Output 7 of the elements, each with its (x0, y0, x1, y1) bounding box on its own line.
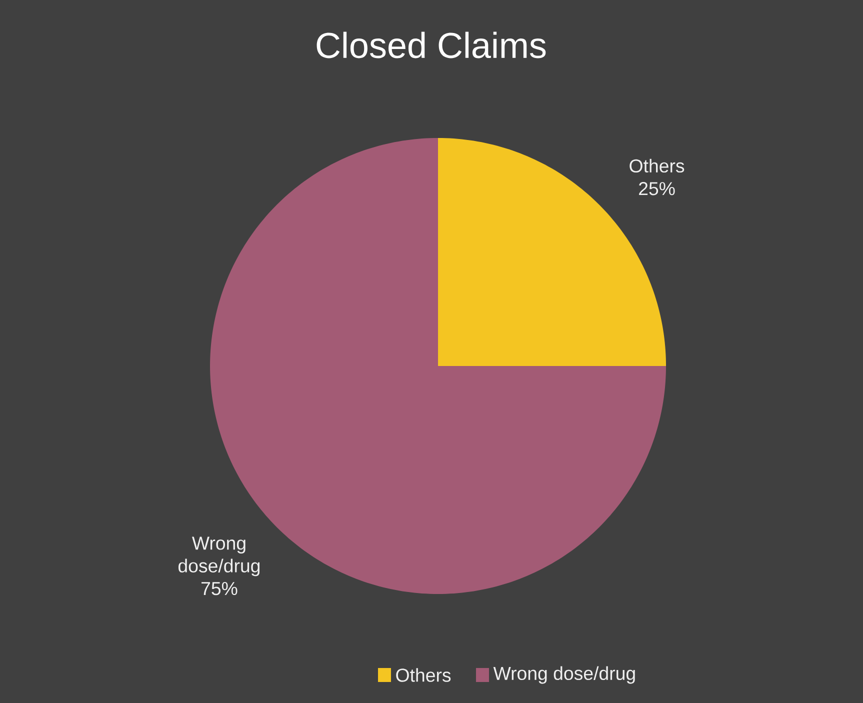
data-label: 75% (202, 582, 238, 596)
legend-label: Wrong dose/drug (493, 666, 635, 684)
legend-label: Others (396, 668, 451, 682)
slice-label: Others (630, 158, 684, 173)
chart-title: Closed Claims (316, 32, 546, 58)
data-label: 25% (639, 182, 675, 196)
slice-label: Wrong dose/drug (178, 536, 260, 576)
